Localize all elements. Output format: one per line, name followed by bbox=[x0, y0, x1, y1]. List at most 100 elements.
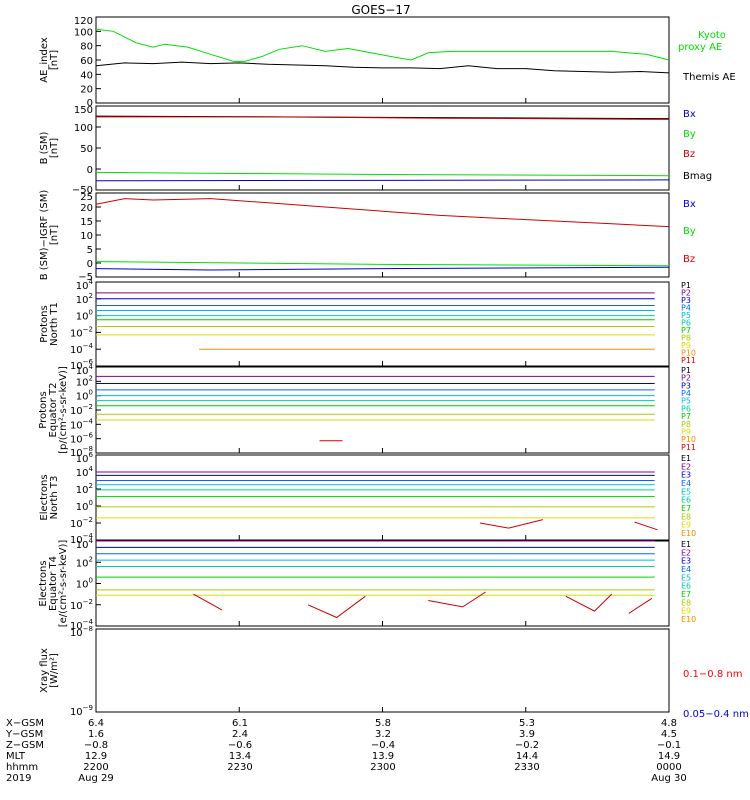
ephemeris-label: hhmm bbox=[6, 762, 38, 773]
y-tick-label: 15 bbox=[80, 217, 93, 228]
y-tick-label: 0 bbox=[87, 98, 93, 109]
y-tick-label: 60 bbox=[80, 56, 93, 67]
trace-themis-ae bbox=[95, 61, 670, 74]
ephemeris-table: X−GSM 6.4 6.1 5.8 5.3 4.8 Y−GSM 1.6 2.4 3.2 3.9 4.5… bbox=[5, 718, 687, 784]
ephemeris-value: 4.8 bbox=[661, 718, 677, 729]
panel-frame bbox=[95, 628, 670, 713]
y-tick-label: −5 bbox=[78, 272, 93, 283]
ephemeris-value: 5.8 bbox=[375, 718, 391, 729]
trace-e-t4-e10-segment bbox=[628, 597, 653, 614]
legend-entry: E5 bbox=[681, 487, 691, 496]
y-tick-label: 104 bbox=[76, 363, 94, 377]
y-tick-label: 0 bbox=[87, 165, 93, 176]
legend-entry: P4 bbox=[681, 389, 691, 398]
ephemeris-value: −0.6 bbox=[228, 740, 252, 751]
y-axis-label: [nT] bbox=[49, 50, 60, 70]
ephemeris-value: −0.2 bbox=[515, 740, 539, 751]
legend: Bx By Bz bbox=[683, 199, 696, 265]
y-tick-label: 104 bbox=[76, 537, 94, 551]
legend-entry: Bx bbox=[683, 199, 696, 210]
legend-entry: E4 bbox=[681, 479, 691, 488]
ephemeris-row: hhmm 2200 2230 2300 2330 0000 bbox=[6, 762, 682, 773]
ephemeris-value: 2.4 bbox=[232, 729, 248, 740]
legend-entry: proxy AE bbox=[678, 42, 722, 53]
legend-entry: Bmag bbox=[683, 171, 712, 182]
y-tick-label: 10−8 bbox=[70, 445, 93, 459]
legend-entry: E4 bbox=[681, 565, 691, 574]
legend-entry: E2 bbox=[681, 462, 691, 471]
y-tick-label: 10−2 bbox=[70, 516, 93, 530]
ephemeris-value: −0.1 bbox=[657, 740, 681, 751]
ephemeris-value: 4.5 bbox=[661, 729, 677, 740]
legend-entry: Themis AE bbox=[682, 72, 736, 83]
y-axis-label: B (SM) bbox=[39, 131, 50, 164]
legend-entry: P5 bbox=[681, 397, 691, 406]
ephemeris-value: 14.9 bbox=[658, 751, 680, 762]
legend-entry: By bbox=[683, 129, 696, 140]
y-tick-label: 40 bbox=[80, 70, 93, 81]
y-axis-label: B (SM)−IGRF (SM) bbox=[39, 190, 50, 281]
y-tick-label: 10−4 bbox=[70, 417, 94, 431]
ephemeris-value: Aug 29 bbox=[78, 773, 113, 784]
trace-e-t4-e10-segment bbox=[565, 593, 613, 612]
y-tick-label: 104 bbox=[76, 278, 94, 292]
legend-entry: Kyoto bbox=[698, 30, 726, 41]
legend-entry: P8 bbox=[681, 420, 691, 429]
y-tick-label: 100 bbox=[74, 123, 93, 134]
legend-entry: P3 bbox=[681, 381, 691, 390]
y-tick-label: 102 bbox=[76, 292, 93, 306]
ephemeris-value: 0000 bbox=[656, 762, 681, 773]
ephemeris-value: 6.1 bbox=[232, 718, 248, 729]
legend-entry: E3 bbox=[681, 471, 691, 480]
y-tick-label: 100 bbox=[74, 27, 93, 38]
plot-title: GOES−17 bbox=[351, 3, 410, 17]
y-tick-label: 100 bbox=[76, 577, 93, 591]
legend-entry: P1 bbox=[681, 366, 691, 375]
y-axis-label: Equator T2 bbox=[48, 383, 59, 438]
legend-entry: E2 bbox=[681, 548, 691, 557]
legend-entry: 0.05−0.4 nm bbox=[683, 709, 749, 720]
legend-entry: Bx bbox=[683, 109, 696, 120]
trace-bigrf-by bbox=[95, 261, 670, 267]
y-tick-label: 102 bbox=[76, 374, 93, 388]
y-tick-label: 0 bbox=[87, 259, 93, 270]
legend-entry: P1 bbox=[681, 281, 691, 290]
ephemeris-value: 2300 bbox=[370, 762, 395, 773]
legend-entry: P9 bbox=[681, 427, 691, 436]
legend-entry: P6 bbox=[681, 319, 691, 328]
legend-entry: P6 bbox=[681, 404, 691, 413]
y-tick-label: 100 bbox=[76, 389, 93, 403]
y-tick-label: 102 bbox=[76, 555, 93, 569]
legend-entry: E9 bbox=[681, 521, 691, 530]
legend-entry: P11 bbox=[681, 443, 696, 452]
legend-entry: Bz bbox=[683, 254, 695, 265]
y-axis-label: Protons bbox=[39, 305, 50, 342]
y-tick-label: 10−6 bbox=[70, 358, 94, 372]
y-axis-label: [e/(cm²-s-sr-keV)] bbox=[58, 540, 69, 628]
ephemeris-row: Y−GSM 1.6 2.4 3.2 3.9 4.5 bbox=[5, 729, 677, 740]
y-tick-label: 20 bbox=[80, 203, 93, 214]
trace-e-t3-e10-segment bbox=[479, 519, 544, 529]
ephemeris-value: 5.3 bbox=[519, 718, 535, 729]
ephemeris-value: 2330 bbox=[514, 762, 539, 773]
panel-frame bbox=[95, 366, 670, 454]
y-tick-label: 100 bbox=[76, 309, 93, 323]
y-tick-label: 5 bbox=[87, 245, 93, 256]
legend-entry: E8 bbox=[681, 512, 691, 521]
legend: Bx By Bz Bmag bbox=[683, 109, 712, 182]
y-axis-label: Electrons bbox=[39, 474, 50, 520]
ephemeris-value: 3.2 bbox=[375, 729, 391, 740]
y-tick-label: 104 bbox=[76, 465, 94, 479]
legend-entry: E6 bbox=[681, 582, 691, 591]
ephemeris-row: Z−GSM −0.8 −0.6 −0.4 −0.2 −0.1 bbox=[6, 740, 681, 751]
panel-frame bbox=[95, 281, 670, 367]
y-tick-label: 10−9 bbox=[70, 704, 93, 718]
legend-entry: E8 bbox=[681, 598, 691, 607]
